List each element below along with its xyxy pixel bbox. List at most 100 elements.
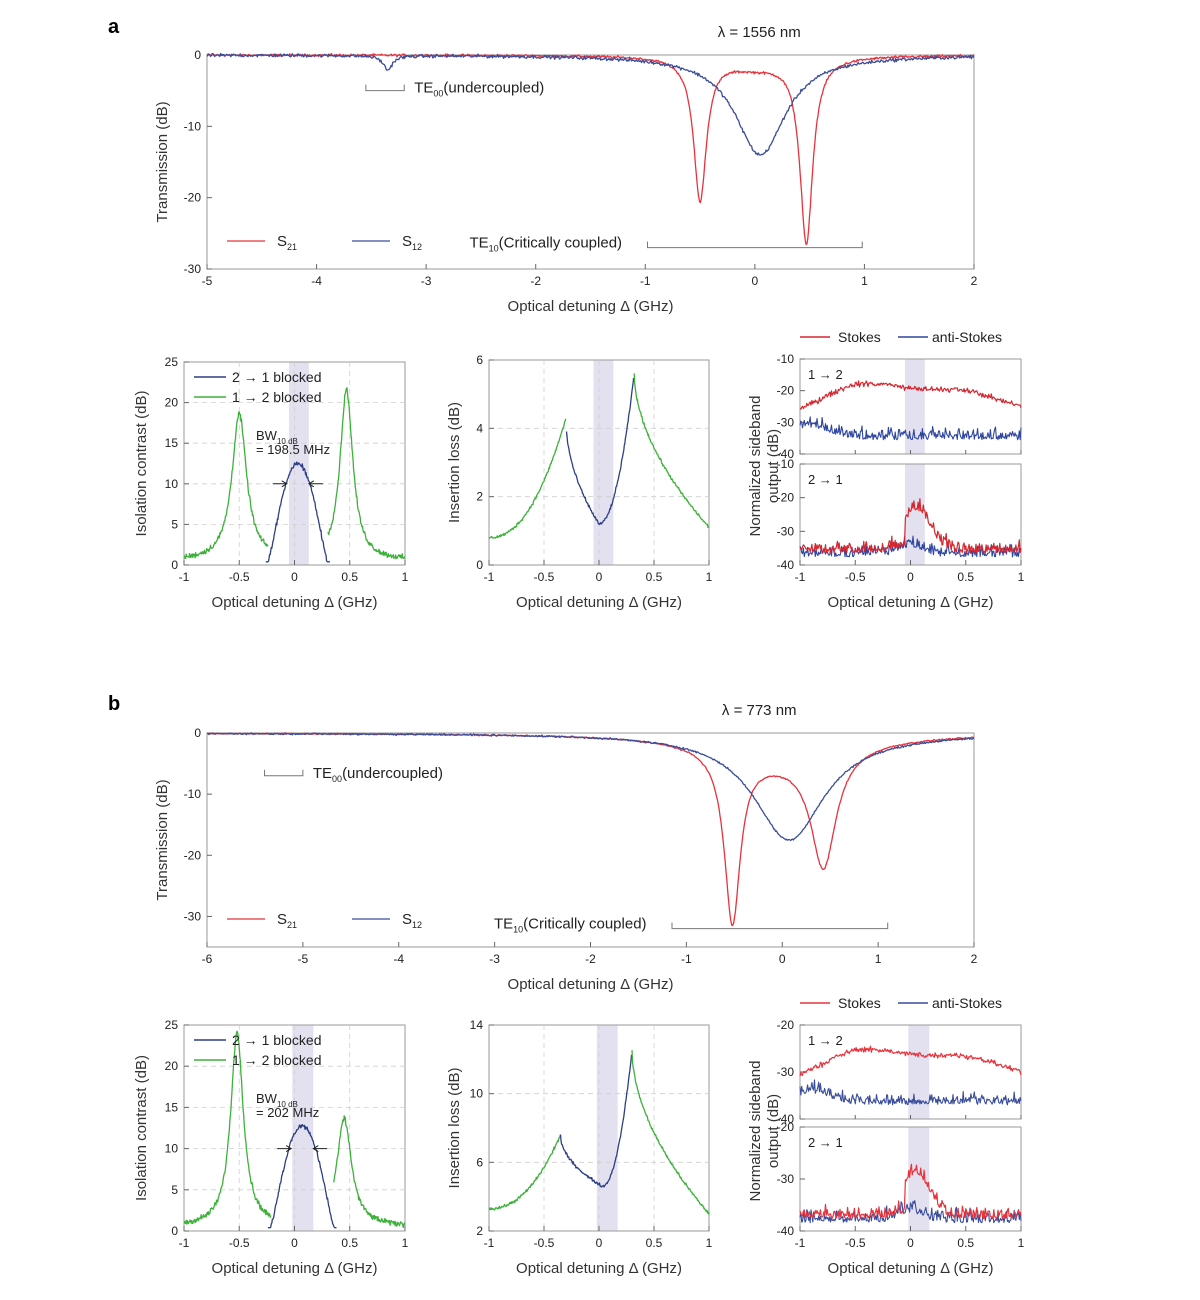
- y-tick-label: 25: [165, 1018, 179, 1032]
- y-tick-label: -40: [777, 1224, 795, 1238]
- bracket-te10: [646, 241, 863, 249]
- panel-label-a: a: [108, 16, 120, 38]
- y-tick-label: -20: [777, 1018, 795, 1032]
- series-green-left: [183, 411, 269, 560]
- legend-label-antistokes: anti-Stokes: [932, 329, 1002, 345]
- y-tick-label: 4: [476, 421, 483, 435]
- chart-title: λ = 773 nm: [722, 702, 797, 719]
- y-tick-label: 20: [165, 1059, 179, 1073]
- series-stokes: [799, 380, 1022, 410]
- x-tick-label: -2: [585, 952, 596, 966]
- series-green-right: [333, 1115, 406, 1229]
- y-tick-label: 10: [165, 1142, 179, 1156]
- series-blue: [267, 1123, 337, 1229]
- series-S21: [206, 52, 975, 246]
- legend-label-S21: S21: [277, 911, 297, 930]
- sub-label: 2 → 1: [808, 472, 843, 487]
- chart-a_side-1: -10 -20 -30 -40 1 → 2: [777, 352, 1022, 461]
- legend-label-stokes: Stokes: [838, 329, 881, 345]
- y-tick-label: -10: [777, 457, 795, 471]
- chart-title: λ = 1556 nm: [718, 24, 801, 41]
- series-S12: [207, 732, 975, 842]
- y-tick-label: -30: [777, 524, 795, 538]
- legend-label: 1 → 2 blocked: [232, 389, 322, 405]
- x-tick-label: 0.5: [646, 570, 663, 584]
- legend-label-S12: S12: [402, 911, 422, 930]
- y-axis-label: Transmission (dB): [154, 779, 171, 900]
- x-axis-label: Optical detuning Δ (GHz): [828, 594, 994, 611]
- x-tick-label: 0.5: [341, 570, 358, 584]
- legend-label: 1 → 2 blocked: [232, 1052, 322, 1068]
- annotation-te00: TE00(undercoupled): [414, 80, 544, 99]
- y-axis-label: Transmission (dB): [154, 101, 171, 222]
- x-tick-label: -3: [489, 952, 500, 966]
- y-tick-label: 0: [171, 558, 178, 572]
- series-green-right: [631, 1050, 710, 1215]
- series-blue: [559, 1054, 633, 1188]
- x-axis-label: Optical detuning Δ (GHz): [516, 594, 682, 611]
- y-tick-label: -40: [777, 558, 795, 572]
- x-tick-label: 0.5: [957, 1236, 974, 1250]
- x-tick-label: -1: [179, 1236, 190, 1250]
- x-tick-label: -0.5: [229, 1236, 250, 1250]
- x-tick-label: -1: [484, 1236, 495, 1250]
- x-tick-label: -0.5: [845, 570, 866, 584]
- x-tick-label: -1: [795, 570, 806, 584]
- x-tick-label: 1: [402, 570, 409, 584]
- x-tick-label: 2: [971, 274, 978, 288]
- x-tick-label: 1: [861, 274, 868, 288]
- y-axis-label: Isolation contrast (dB): [133, 1055, 150, 1201]
- highlight-band: [904, 359, 925, 454]
- x-tick-label: -0.5: [229, 570, 250, 584]
- y-axis-label-sideband: Normalized sidebandoutput (dB): [747, 1061, 782, 1202]
- y-tick-label: 0: [194, 48, 201, 62]
- bw-label: BW10 dB: [256, 1091, 298, 1109]
- x-tick-label: 1: [706, 570, 713, 584]
- y-tick-label: 0: [171, 1224, 178, 1238]
- x-tick-label: -0.5: [534, 1236, 555, 1250]
- y-tick-label: 6: [476, 353, 483, 367]
- y-tick-label: -30: [777, 1065, 795, 1079]
- x-axis-label: Optical detuning Δ (GHz): [212, 594, 378, 611]
- highlight-band: [908, 1127, 930, 1231]
- series-anti-stokes: [799, 535, 1022, 558]
- x-tick-label: -1: [640, 274, 651, 288]
- y-tick-label: -20: [184, 191, 202, 205]
- sub-label: 1 → 2: [808, 1033, 843, 1048]
- legend-label: 2 → 1 blocked: [232, 1032, 322, 1048]
- series-stokes: [799, 1163, 1022, 1220]
- y-tick-label: 0: [194, 726, 201, 740]
- legend-label-stokes: Stokes: [838, 995, 881, 1011]
- x-tick-label: 1: [706, 1236, 713, 1250]
- x-axis-label: Optical detuning Δ (GHz): [508, 298, 674, 315]
- annotation-te10: TE10(Critically coupled): [494, 916, 647, 935]
- series-green-left: [183, 1030, 272, 1225]
- y-tick-label: 2: [476, 1224, 483, 1238]
- y-axis-label: Insertion loss (dB): [446, 1068, 463, 1189]
- y-tick-label: -10: [184, 787, 202, 801]
- y-tick-label: 25: [165, 355, 179, 369]
- series-S12: [206, 52, 975, 156]
- x-tick-label: 0.5: [957, 570, 974, 584]
- series-anti-stokes: [799, 1079, 1022, 1106]
- series-green-left: [488, 1134, 562, 1211]
- series-green-left: [488, 418, 567, 539]
- x-tick-label: 0: [291, 1236, 298, 1250]
- x-tick-label: 0.5: [646, 1236, 663, 1250]
- x-tick-label: 1: [1018, 1236, 1025, 1250]
- x-tick-label: -1: [179, 570, 190, 584]
- y-tick-label: -30: [777, 415, 795, 429]
- x-tick-label: -0.5: [845, 1236, 866, 1250]
- bw-arrow-left: [272, 480, 288, 488]
- legend-label-S12: S12: [402, 233, 422, 252]
- x-tick-label: -5: [298, 952, 309, 966]
- y-tick-label: 2: [476, 490, 483, 504]
- y-tick-label: -30: [184, 909, 202, 923]
- bw-arrow-right: [312, 1145, 328, 1153]
- bracket-te00: [365, 84, 405, 92]
- chart-b_side-1: -20 -30 -40 1 → 2: [777, 1018, 1022, 1126]
- series-blue: [565, 377, 635, 526]
